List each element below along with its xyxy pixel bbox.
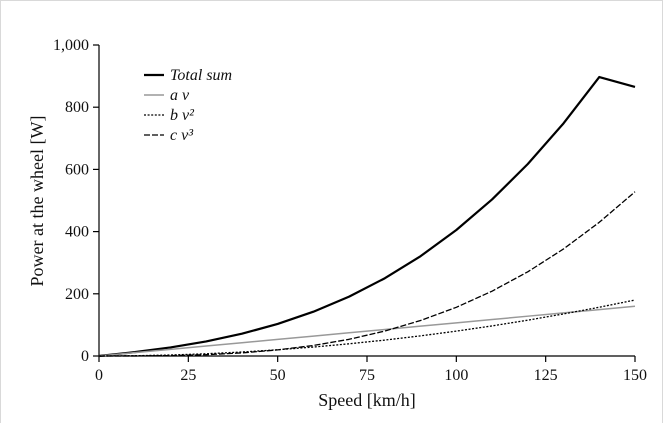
x-tick-label: 50 xyxy=(270,367,286,384)
legend-label-2: b v² xyxy=(170,107,195,124)
y-tick-label: 400 xyxy=(65,224,89,241)
x-tick-label: 125 xyxy=(534,367,558,384)
x-tick-label: 0 xyxy=(95,367,103,384)
y-axis-title: Power at the wheel [W] xyxy=(27,116,47,287)
x-tick-label: 75 xyxy=(359,367,375,384)
x-tick-label: 100 xyxy=(444,367,468,384)
legend-label-1: a v xyxy=(170,87,190,104)
series-line-3 xyxy=(98,191,636,357)
y-tick-label: 0 xyxy=(81,348,89,365)
series-line-2 xyxy=(98,299,636,357)
legend: Total sum a v b v² c v³ xyxy=(144,67,232,144)
tick-labels: 0 25 50 75 100 125 150 0 200 400 600 800 1,000 xyxy=(53,37,647,384)
series-lines xyxy=(98,75,636,358)
x-axis-title: Speed [km/h] xyxy=(318,390,415,410)
series-line-0 xyxy=(98,75,636,358)
x-tick-label: 25 xyxy=(180,367,196,384)
legend-label-3: c v³ xyxy=(170,127,193,144)
y-tick-label: 1,000 xyxy=(53,37,89,54)
x-tick-label: 150 xyxy=(623,367,647,384)
legend-label-0: Total sum xyxy=(170,67,232,84)
series-line-1 xyxy=(98,305,636,357)
y-tick-label: 600 xyxy=(65,161,89,178)
y-tick-label: 800 xyxy=(65,99,89,116)
y-tick-label: 200 xyxy=(65,286,89,303)
tick-marks xyxy=(93,44,636,362)
